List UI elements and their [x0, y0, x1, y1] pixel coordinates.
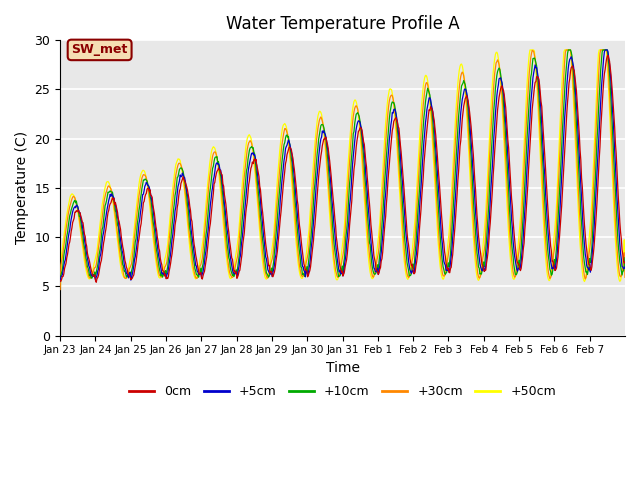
- Y-axis label: Temperature (C): Temperature (C): [15, 132, 29, 244]
- Title: Water Temperature Profile A: Water Temperature Profile A: [226, 15, 460, 33]
- Legend: 0cm, +5cm, +10cm, +30cm, +50cm: 0cm, +5cm, +10cm, +30cm, +50cm: [124, 380, 561, 403]
- Text: SW_met: SW_met: [72, 43, 128, 57]
- X-axis label: Time: Time: [326, 361, 360, 375]
